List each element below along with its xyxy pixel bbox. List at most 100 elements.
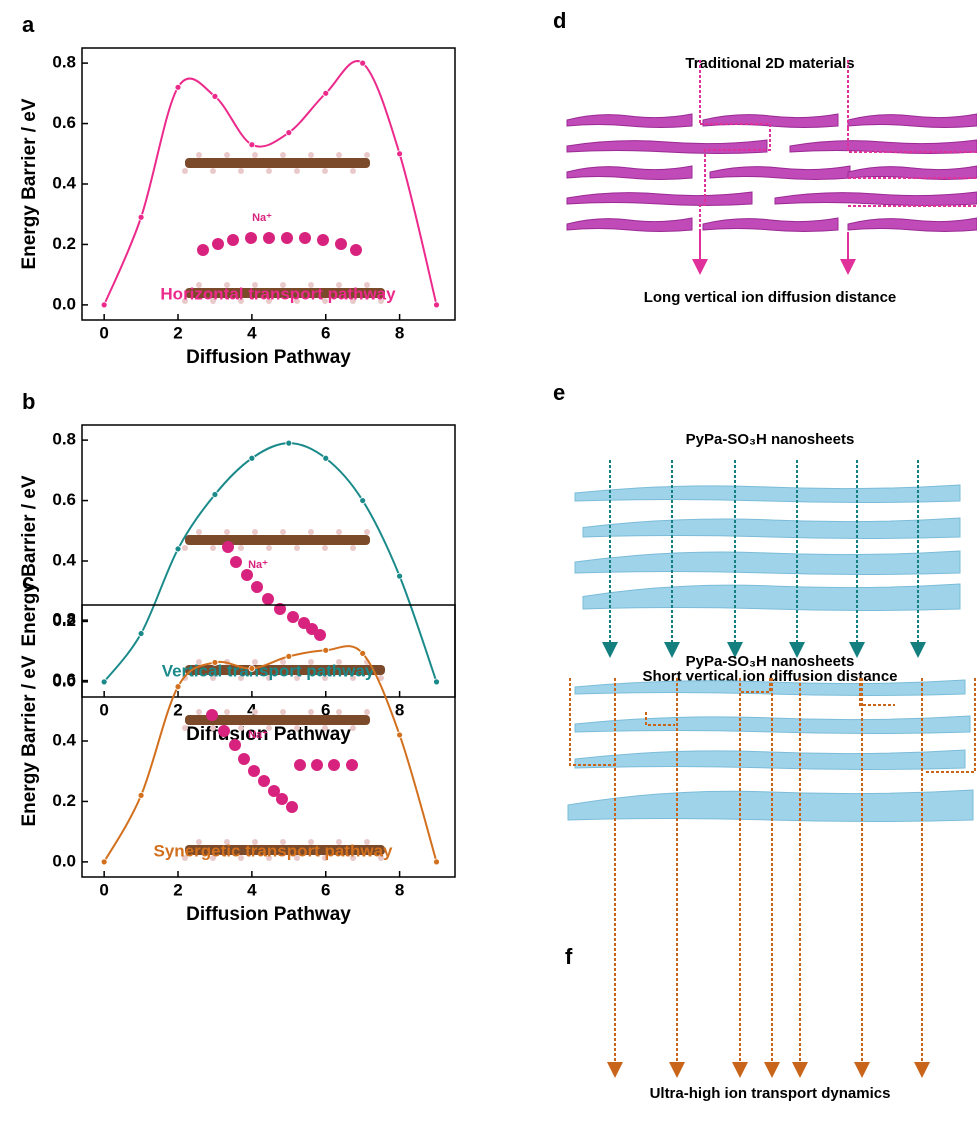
atom (308, 282, 314, 288)
ion (317, 234, 329, 246)
atom (224, 839, 230, 845)
atom (266, 675, 272, 681)
point (433, 858, 440, 866)
atom (210, 725, 216, 731)
atom (322, 298, 328, 304)
ion (248, 765, 260, 777)
nanosheet (789, 139, 977, 154)
point (396, 150, 404, 158)
atom (294, 675, 300, 681)
x-tick-label: 4 (247, 323, 257, 342)
nanosheet (567, 789, 974, 822)
point (433, 301, 440, 309)
nanosheet (847, 217, 977, 232)
ion (294, 759, 306, 771)
ion (251, 581, 263, 593)
atom (364, 709, 370, 715)
point (137, 792, 145, 799)
point (396, 731, 404, 739)
ion (218, 725, 230, 737)
y-tick-label: 0.2 (52, 791, 76, 810)
ion (212, 238, 224, 250)
atom (308, 659, 314, 665)
atom (266, 168, 272, 174)
ion (328, 759, 340, 771)
y-tick-label: 0.8 (52, 53, 76, 72)
atom (210, 675, 216, 681)
ion (258, 775, 270, 787)
ion (262, 593, 274, 605)
atom (364, 529, 370, 535)
ion-label: Na⁺ (248, 729, 268, 741)
ion (346, 759, 358, 771)
atom (182, 725, 188, 731)
point (322, 646, 330, 654)
atom (322, 675, 328, 681)
panel-label: a (22, 12, 35, 37)
point (322, 454, 330, 462)
ion (222, 541, 234, 553)
atom (308, 529, 314, 535)
diagram-caption: Long vertical ion diffusion distance (644, 289, 897, 306)
x-tick-label: 2 (173, 700, 182, 719)
ion (245, 232, 257, 244)
ion-label: Na⁺ (248, 559, 268, 571)
atom (294, 298, 300, 304)
nanosheet (847, 165, 977, 180)
atom (224, 282, 230, 288)
point (100, 678, 108, 686)
nanosheet (566, 139, 768, 154)
nanosheet (709, 165, 851, 180)
diagram-title: PyPa-SO₃H nanosheets (686, 653, 855, 670)
y-tick-label: 0.8 (52, 610, 76, 629)
atom (308, 839, 314, 845)
ion (286, 801, 298, 813)
molecule-layer (185, 845, 385, 855)
x-tick-label: 2 (173, 323, 182, 342)
ion-path (699, 60, 771, 265)
atom (336, 282, 342, 288)
y-tick-label: 0.6 (52, 113, 76, 132)
panel-label: e (553, 380, 565, 405)
nanosheet (574, 484, 961, 503)
atom (252, 839, 258, 845)
atom (350, 298, 356, 304)
nanosheet (582, 517, 961, 539)
nanosheet (574, 679, 966, 696)
atom (294, 725, 300, 731)
atom (196, 152, 202, 158)
nanosheet (566, 113, 693, 128)
atom (280, 282, 286, 288)
diagram-title: PyPa-SO₃H nanosheets (686, 431, 855, 448)
y-tick-label: 0.0 (52, 851, 76, 870)
atom (238, 675, 244, 681)
point (174, 545, 182, 553)
atom (364, 282, 370, 288)
atom (238, 168, 244, 174)
atom (224, 529, 230, 535)
atom (266, 545, 272, 551)
point (359, 497, 367, 504)
atom (252, 152, 258, 158)
nanosheet (774, 191, 977, 206)
atom (196, 709, 202, 715)
y-tick-label: 0.6 (52, 670, 76, 689)
atom (210, 545, 216, 551)
atom (280, 152, 286, 158)
ion (314, 629, 326, 641)
atom (238, 298, 244, 304)
point (248, 665, 256, 672)
ion (229, 739, 241, 751)
atom (196, 282, 202, 288)
ion (263, 232, 275, 244)
molecule-layer (185, 715, 370, 725)
atom (266, 725, 272, 731)
atom (350, 725, 356, 731)
y-tick-label: 0.2 (52, 611, 76, 630)
panel-label: c (22, 569, 34, 594)
ion (281, 232, 293, 244)
atom (350, 545, 356, 551)
atom (210, 168, 216, 174)
line (103, 645, 438, 863)
atom (336, 709, 342, 715)
